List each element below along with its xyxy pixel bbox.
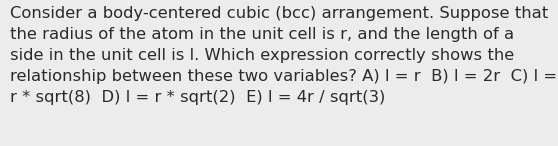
Text: Consider a body-centered cubic (bcc) arrangement. Suppose that
the radius of the: Consider a body-centered cubic (bcc) arr… <box>10 6 557 105</box>
